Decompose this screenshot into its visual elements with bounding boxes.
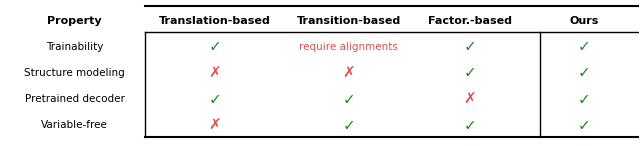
Text: ✓: ✓	[463, 66, 476, 80]
Text: Property: Property	[47, 16, 102, 26]
Text: require alignments: require alignments	[300, 42, 398, 52]
Text: ✓: ✓	[578, 66, 591, 80]
Text: ✓: ✓	[209, 92, 221, 107]
Text: ✗: ✗	[209, 66, 221, 80]
Text: ✓: ✓	[578, 39, 591, 54]
Text: Ours: Ours	[570, 16, 599, 26]
Text: ✓: ✓	[342, 118, 355, 133]
Text: ✓: ✓	[209, 39, 221, 54]
Text: Structure modeling: Structure modeling	[24, 68, 125, 78]
Text: ✗: ✗	[463, 92, 476, 107]
Text: ✗: ✗	[209, 118, 221, 133]
Text: Transition-based: Transition-based	[296, 16, 401, 26]
Text: Variable-free: Variable-free	[41, 120, 108, 130]
Text: Factor.-based: Factor.-based	[428, 16, 512, 26]
Text: ✓: ✓	[463, 118, 476, 133]
Text: ✓: ✓	[342, 92, 355, 107]
Text: ✓: ✓	[463, 39, 476, 54]
Text: Translation-based: Translation-based	[159, 16, 271, 26]
Text: Pretrained decoder: Pretrained decoder	[25, 94, 125, 104]
Text: ✗: ✗	[342, 66, 355, 80]
Text: ✓: ✓	[578, 92, 591, 107]
Text: ✓: ✓	[578, 118, 591, 133]
Text: Trainability: Trainability	[46, 42, 103, 52]
